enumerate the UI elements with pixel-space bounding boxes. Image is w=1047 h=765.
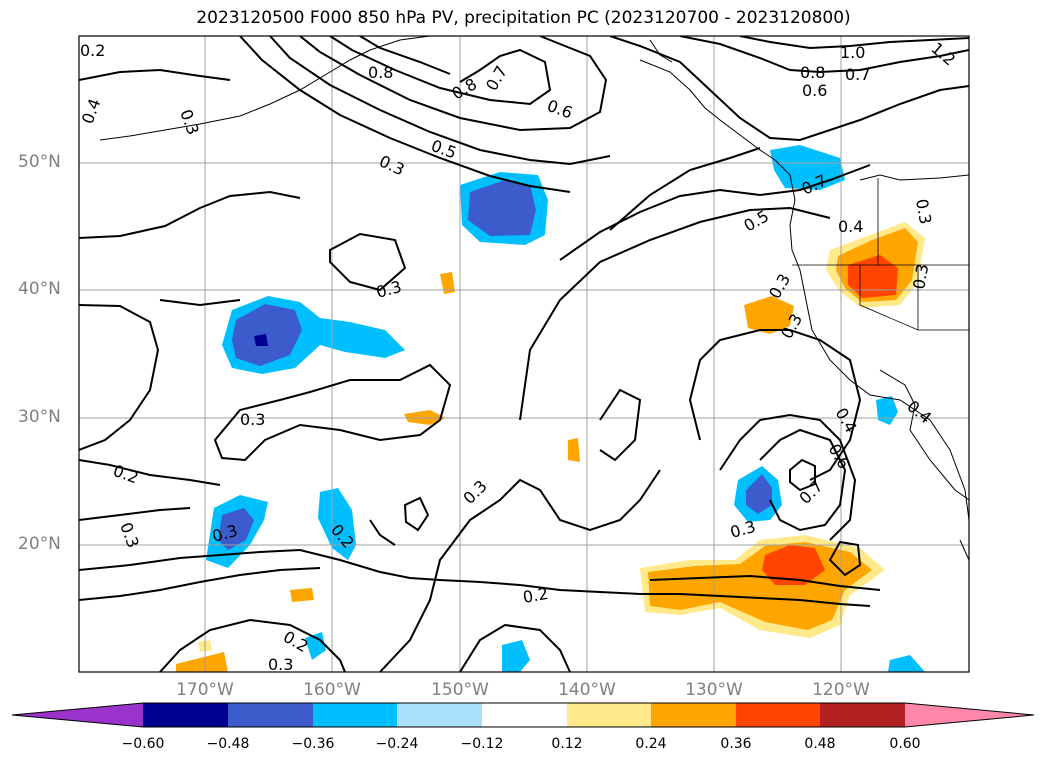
contour-label: 0.3 xyxy=(176,107,203,137)
contour-label: 0.4 xyxy=(838,217,863,236)
contour-label: 0.6 xyxy=(545,96,575,123)
colorbar-swatch xyxy=(736,703,820,727)
contour-label: 0.4 xyxy=(78,96,105,126)
colorbar-tick: −0.12 xyxy=(460,736,504,752)
map-frame xyxy=(78,35,970,673)
contour-label: 0.8 xyxy=(368,63,393,82)
precip-positive-fields xyxy=(176,222,925,672)
lon-label-130w: 130°W xyxy=(685,680,743,700)
contour-label: 0.7 xyxy=(845,65,870,84)
contour-label: 0.8 xyxy=(800,63,825,82)
contour-label: 0.7 xyxy=(482,62,511,94)
lat-label-20n: 20°N xyxy=(18,534,61,554)
contour-label: 0.4 xyxy=(832,405,861,437)
contour-label: 0.3 xyxy=(728,517,758,542)
lon-label-120w: 120°W xyxy=(812,680,870,700)
contour-label: 1.0 xyxy=(840,43,865,62)
precip-negative-fields xyxy=(206,145,925,672)
contour-label: 0.6 xyxy=(802,81,827,100)
contour-label: 0.3 xyxy=(374,277,404,302)
lat-label-30n: 30°N xyxy=(18,407,61,427)
colorbar-tick: 0.36 xyxy=(720,736,752,752)
contour-label: 0.2 xyxy=(280,627,312,656)
contour-label: 0.3 xyxy=(459,476,490,507)
colorbar-swatch xyxy=(313,703,397,727)
colorbar-swatch xyxy=(228,703,313,727)
contour-label: 0.4 xyxy=(903,397,935,428)
lon-label-150w: 150°W xyxy=(431,680,489,700)
colorbar-swatch xyxy=(820,703,905,727)
state-borders xyxy=(792,178,969,331)
colorbar-tick: −0.60 xyxy=(121,736,165,752)
colorbar-tick: 0.12 xyxy=(551,736,583,752)
lon-label-160w: 160°W xyxy=(303,680,361,700)
colorbar-tick: −0.24 xyxy=(375,736,419,752)
colorbar-tick: −0.36 xyxy=(291,736,335,752)
graticule xyxy=(79,36,969,672)
colorbar xyxy=(11,702,1035,728)
colorbar-tick: −0.48 xyxy=(206,736,250,752)
contour-label: 0.3 xyxy=(909,262,932,290)
contour-label: 0.3 xyxy=(240,410,265,429)
contour-label: 0.3 xyxy=(268,655,293,674)
contour-label: 0.2 xyxy=(111,461,141,488)
colorbar-swatch xyxy=(482,703,567,727)
contour-label: 0.2 xyxy=(80,41,105,60)
coastlines xyxy=(99,36,969,561)
colorbar-tick: 0.24 xyxy=(635,736,667,752)
colorbar-outline xyxy=(11,702,1035,728)
pv-contours xyxy=(79,36,969,672)
lon-label-170w: 170°W xyxy=(176,680,234,700)
contour-label: 0.7 xyxy=(795,476,826,507)
lat-label-50n: 50°N xyxy=(18,152,61,172)
contour-label: 0.2 xyxy=(521,584,549,607)
contour-label: 0.8 xyxy=(449,74,481,103)
colorbar-swatch xyxy=(567,703,651,727)
colorbar-swatch xyxy=(651,703,736,727)
chart-title: 2023120500 F000 850 hPa PV, precipitatio… xyxy=(196,8,851,28)
lon-label-140w: 140°W xyxy=(558,680,616,700)
colorbar-extend-high xyxy=(905,703,1034,727)
contour-label: 1.2 xyxy=(927,39,959,70)
lat-label-40n: 40°N xyxy=(18,279,61,299)
colorbar-swatch xyxy=(397,703,482,727)
contour-label: 0.3 xyxy=(116,520,143,550)
contour-label: 0.3 xyxy=(376,151,407,179)
colorbar-swatch xyxy=(143,703,228,727)
colorbar-extend-low xyxy=(12,703,143,727)
contour-label: 0.3 xyxy=(912,197,935,225)
colorbar-tick: 0.48 xyxy=(804,736,836,752)
colorbar-tick: 0.60 xyxy=(889,736,921,752)
